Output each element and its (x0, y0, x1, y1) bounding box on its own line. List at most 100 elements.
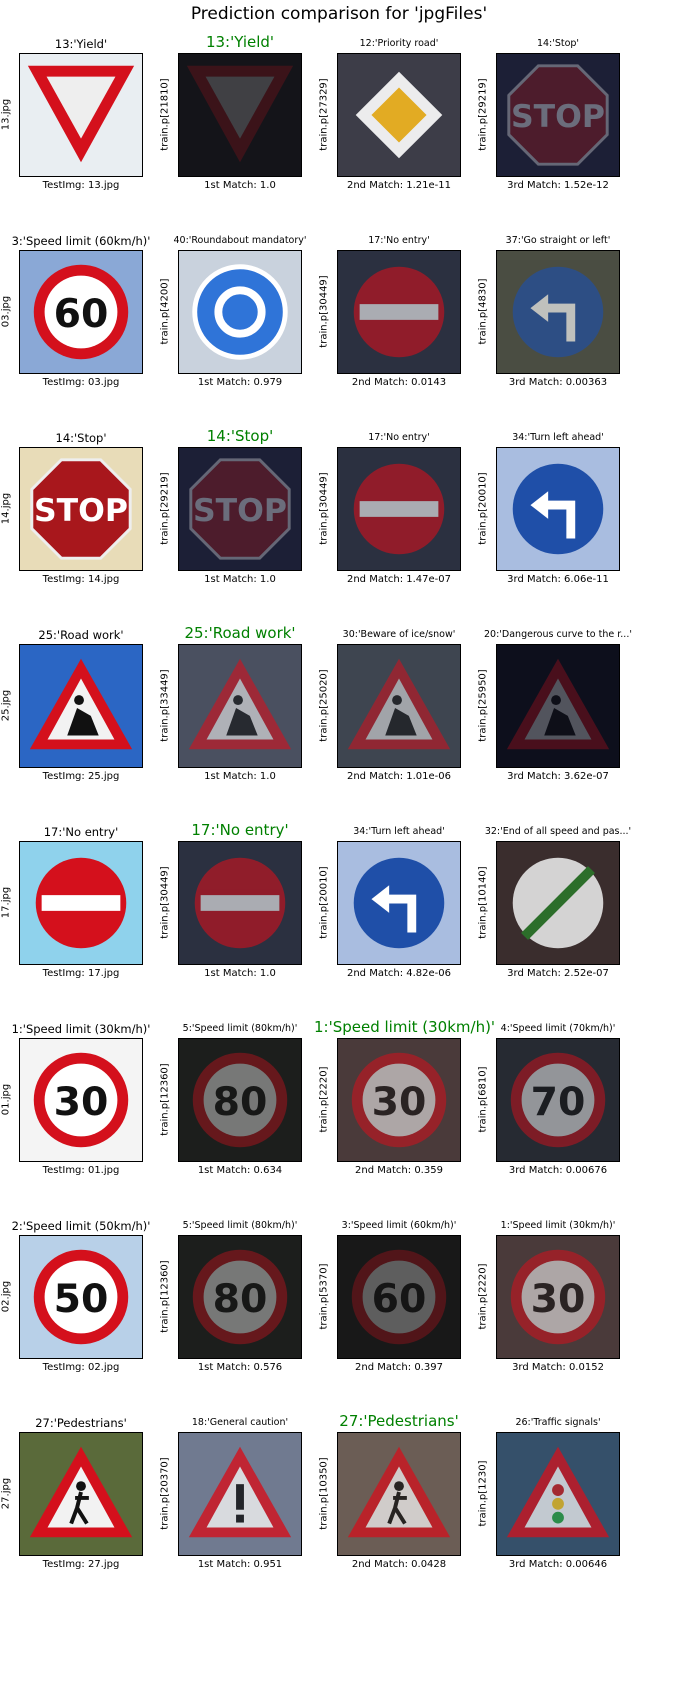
match-title: 5:'Speed limit (80km/h)' (182, 1023, 298, 1034)
match-score-label: 3rd Match: 2.52e-07 (507, 968, 609, 979)
sign-glyph (179, 1433, 301, 1555)
test-image-ylabel: 13.jpg (0, 98, 12, 131)
match-image: STOP (496, 53, 620, 177)
match-title: 18:'General caution' (191, 1417, 289, 1428)
train-index-label: train.p[4200] (159, 278, 171, 345)
sign-glyph (497, 645, 619, 767)
match-score-label: 2nd Match: 1.01e-06 (346, 771, 452, 782)
test-image-ylabel: 25.jpg (0, 689, 12, 722)
match-score-label: 1st Match: 0.979 (197, 377, 283, 388)
match-score-label: 2nd Match: 1.21e-11 (346, 180, 452, 191)
sign-glyph (20, 1433, 142, 1555)
match-title: 13:'Yield' (205, 33, 275, 51)
sign-glyph (20, 645, 142, 767)
match-image (337, 841, 461, 965)
match-title: 34:'Turn left ahead' (512, 432, 604, 443)
match-image (178, 250, 302, 374)
train-index-label: train.p[5370] (318, 1263, 330, 1330)
match-image: 60 (337, 1235, 461, 1359)
test-image: 30 (19, 1038, 143, 1162)
sign-glyph (179, 645, 301, 767)
svg-text:80: 80 (213, 1276, 268, 1322)
match-title: 5:'Speed limit (80km/h)' (182, 1220, 298, 1231)
train-index-label: train.p[20010] (477, 472, 489, 545)
train-index-label: train.p[2220] (318, 1066, 330, 1133)
match-title: 14:'Stop' (536, 38, 580, 49)
test-image-title: 27:'Pedestrians' (35, 1416, 127, 1430)
match-title: 40:'Roundabout mandatory' (173, 235, 307, 246)
match-title: 12:'Priority road' (359, 38, 439, 49)
match-score-label: 2nd Match: 0.397 (355, 1362, 443, 1373)
sign-glyph (338, 448, 460, 570)
match-image (337, 53, 461, 177)
sign-glyph (338, 842, 460, 964)
svg-text:30: 30 (372, 1079, 427, 1125)
test-image-title: 1:'Speed limit (30km/h)' (11, 1022, 151, 1036)
sign-glyph: 70 (497, 1039, 619, 1161)
sign-glyph (338, 251, 460, 373)
train-index-label: train.p[21810] (159, 78, 171, 151)
train-index-label: train.p[2220] (477, 1263, 489, 1330)
sign-glyph (179, 251, 301, 373)
test-image (19, 53, 143, 177)
figure-title: Prediction comparison for 'jpgFiles' (190, 4, 488, 24)
match-image (337, 1432, 461, 1556)
train-index-label: train.p[6810] (477, 1066, 489, 1133)
match-score-label: 3rd Match: 6.06e-11 (507, 574, 609, 585)
match-score-label: 1st Match: 1.0 (204, 968, 276, 979)
test-image-xlabel: TestImg: 13.jpg (42, 180, 120, 191)
match-title: 20:'Dangerous curve to the r...' (484, 629, 632, 640)
match-score-label: 1st Match: 1.0 (204, 771, 276, 782)
match-title: 37:'Go straight or left' (505, 235, 611, 246)
test-image-ylabel: 03.jpg (0, 295, 12, 328)
sign-glyph (179, 54, 301, 176)
test-image-title: 13:'Yield' (54, 37, 108, 51)
match-score-label: 3rd Match: 0.00363 (508, 377, 608, 388)
match-image (496, 1432, 620, 1556)
match-title: 26:'Traffic signals' (515, 1417, 601, 1428)
test-image-xlabel: TestImg: 01.jpg (42, 1165, 120, 1176)
test-image-xlabel: TestImg: 27.jpg (42, 1559, 120, 1570)
svg-text:80: 80 (213, 1079, 268, 1125)
sign-glyph: 30 (497, 1236, 619, 1358)
sign-glyph: 80 (179, 1236, 301, 1358)
sign-glyph (20, 842, 142, 964)
sign-glyph: 60 (20, 251, 142, 373)
train-index-label: train.p[30449] (318, 275, 330, 348)
train-index-label: train.p[25020] (318, 669, 330, 742)
test-image: 50 (19, 1235, 143, 1359)
sign-glyph (497, 448, 619, 570)
match-image (337, 644, 461, 768)
sign-glyph: 50 (20, 1236, 142, 1358)
svg-text:STOP: STOP (34, 493, 128, 529)
sign-glyph (338, 645, 460, 767)
match-score-label: 2nd Match: 0.359 (355, 1165, 443, 1176)
match-score-label: 2nd Match: 4.82e-06 (346, 968, 452, 979)
test-image-ylabel: 02.jpg (0, 1280, 12, 1313)
match-image (337, 250, 461, 374)
match-image (496, 644, 620, 768)
sign-glyph (20, 54, 142, 176)
match-title: 25:'Road work' (184, 624, 296, 642)
test-image (19, 644, 143, 768)
match-image: STOP (178, 447, 302, 571)
match-title: 17:'No entry' (191, 821, 289, 839)
train-index-label: train.p[29219] (477, 78, 489, 151)
match-score-label: 1st Match: 0.576 (197, 1362, 283, 1373)
match-image (496, 447, 620, 571)
test-image-ylabel: 27.jpg (0, 1477, 12, 1510)
sign-glyph: 60 (338, 1236, 460, 1358)
train-index-label: train.p[30449] (318, 472, 330, 545)
train-index-label: train.p[1230] (477, 1460, 489, 1527)
sign-glyph (497, 1433, 619, 1555)
match-image (178, 841, 302, 965)
sign-glyph (338, 54, 460, 176)
svg-text:60: 60 (372, 1276, 427, 1322)
test-image-xlabel: TestImg: 25.jpg (42, 771, 120, 782)
match-score-label: 2nd Match: 0.0143 (351, 377, 447, 388)
test-image-ylabel: 01.jpg (0, 1083, 12, 1116)
match-title: 27:'Pedestrians' (339, 1412, 459, 1430)
match-score-label: 1st Match: 1.0 (204, 574, 276, 585)
sign-glyph (497, 842, 619, 964)
sign-glyph (497, 251, 619, 373)
